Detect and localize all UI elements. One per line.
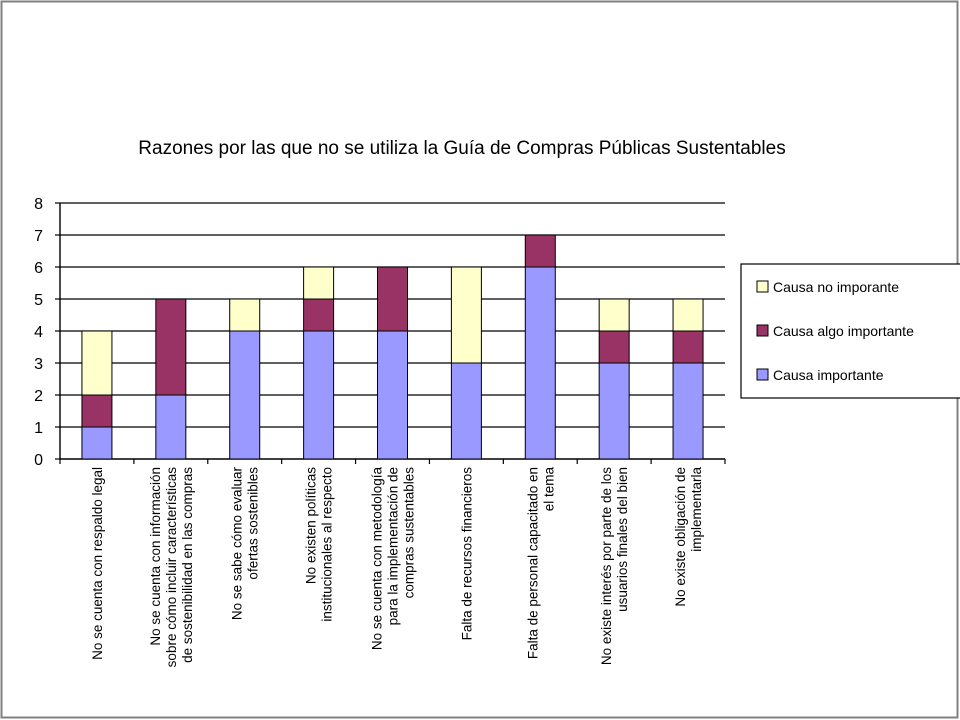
x-category-label-line: el tema — [541, 467, 556, 512]
bar-segment — [229, 298, 261, 332]
x-category-label-line: No se cuenta con respaldo legal — [90, 467, 105, 660]
bar-segment — [524, 266, 556, 460]
x-category-label: No existe interés por parte de los usuari… — [599, 467, 630, 665]
y-tick-label: 3 — [34, 356, 43, 373]
bar-segment — [524, 234, 556, 268]
bar-segment — [81, 394, 113, 428]
x-category-label-line: usuarios finales del bien — [615, 467, 630, 612]
x-category-label-line: Falta de recursos financieros — [459, 467, 474, 641]
x-category-label-line: No se cuenta con información — [148, 467, 163, 646]
x-category-label: Falta de personal capacitado en el tema — [525, 467, 556, 660]
x-category-label-line: sobre cómo incluir características — [164, 467, 179, 668]
x-category-label-line: ofertas sostenibles — [246, 467, 261, 580]
bar-segment — [81, 426, 113, 460]
y-tick-label: 6 — [34, 260, 43, 277]
bar-segment — [303, 266, 335, 300]
legend-label: Causa no imporante — [773, 279, 899, 295]
x-category-label-line: No existe interés por parte de los — [599, 467, 614, 665]
chart-title: Razones por las que no se utiliza la Guí… — [138, 138, 785, 159]
bar-segment — [598, 330, 630, 364]
x-category-label-line: institucionales al respecto — [320, 467, 335, 622]
x-category-label-line: compras sustentables — [402, 467, 417, 599]
x-category-label-line: Falta de personal capacitado en — [525, 467, 540, 659]
x-category-label: No se sabe cómo evaluar ofertas sostenibl… — [230, 467, 261, 621]
legend-swatch — [756, 280, 769, 293]
bar-segment — [229, 330, 261, 460]
y-tick-label: 0 — [34, 452, 43, 469]
bar-segment — [303, 330, 335, 460]
x-category-label-line: de sostenibilidad en las compras — [180, 467, 195, 663]
y-tick-label: 4 — [34, 324, 43, 341]
bar-segment — [155, 298, 187, 396]
bar-segment — [450, 362, 482, 460]
bar-segment — [672, 330, 704, 364]
bar-segment — [598, 362, 630, 460]
legend-label: Causa importante — [773, 367, 884, 383]
legend: Causa no imporante Causa algo importante C… — [740, 263, 960, 399]
x-category-label-line: No se sabe cómo evaluar — [230, 467, 245, 621]
y-tick-label: 8 — [34, 196, 43, 213]
x-category-label-line: No existen políticas — [304, 467, 319, 584]
x-category-label-line: para la implementación de — [386, 467, 401, 625]
x-category-label: No se cuenta con metodología para la impl… — [370, 467, 417, 651]
y-tick-label: 2 — [34, 388, 43, 405]
x-category-label: No se cuenta con información sobre cómo i… — [148, 467, 195, 668]
legend-box — [740, 263, 960, 399]
x-category-label-line: implementarla — [689, 467, 704, 552]
bar-segment — [598, 298, 630, 332]
bar-segment — [672, 298, 704, 332]
y-tick-label: 7 — [34, 228, 43, 245]
x-category-label: No existe obligación de implementarla — [673, 467, 704, 607]
x-category-label-line: No se cuenta con metodología — [370, 467, 385, 651]
bar-segment — [377, 266, 408, 332]
legend-swatch — [756, 324, 769, 337]
legend-label: Causa algo importante — [773, 323, 914, 339]
x-category-label: No se cuenta con respaldo legal — [90, 467, 105, 660]
bar-segment — [81, 330, 113, 396]
plot-area: 0 1 2 3 4 5 6 7 8 No se cuenta con respaldo legal… — [34, 196, 726, 668]
bar-segment — [303, 298, 335, 332]
bar-segment — [377, 330, 408, 460]
bar-segment — [450, 266, 482, 364]
legend-swatch — [756, 368, 769, 381]
x-category-label: No existen políticas institucionales al r… — [304, 467, 335, 622]
x-category-label-line: No existe obligación de — [673, 467, 688, 607]
bar-segment — [672, 362, 704, 460]
bar-segment — [155, 394, 187, 460]
y-tick-label: 5 — [34, 292, 43, 309]
y-tick-label: 1 — [34, 420, 43, 437]
x-category-label: Falta de recursos financieros — [459, 467, 474, 641]
